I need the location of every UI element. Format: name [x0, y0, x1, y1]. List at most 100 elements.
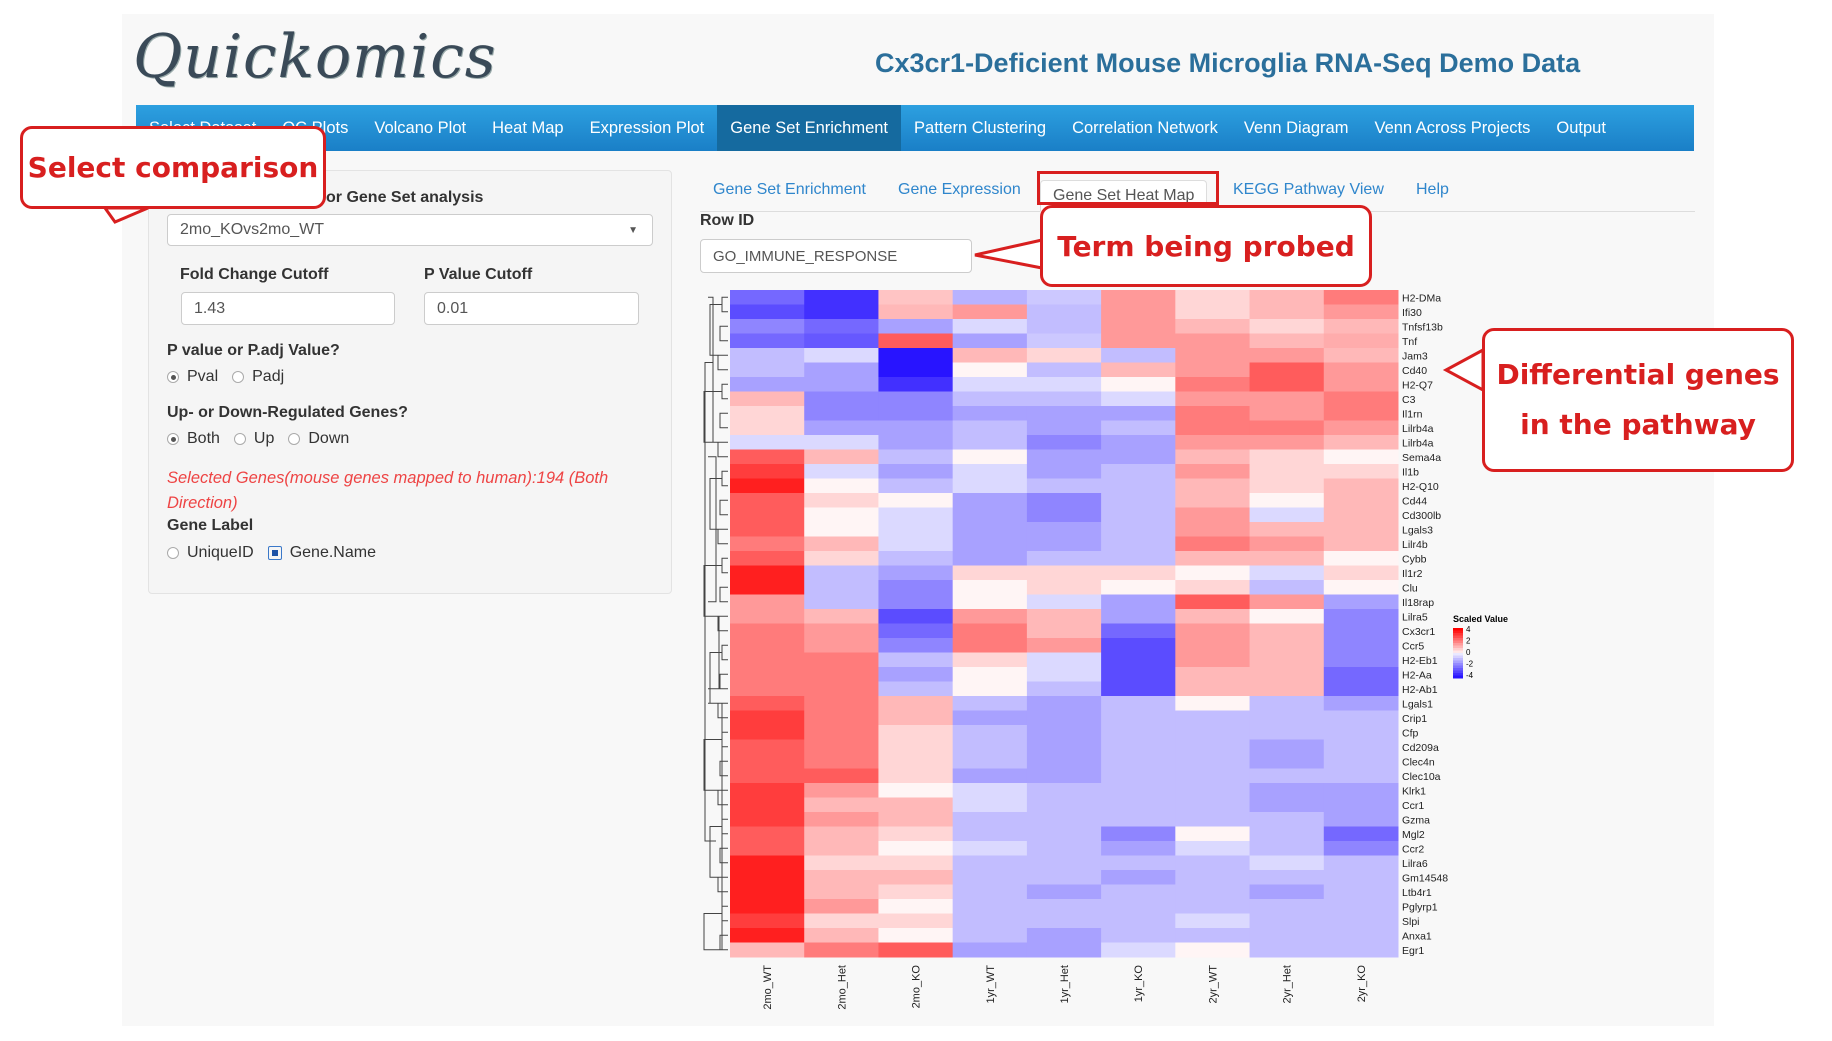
- heatmap-cell: [804, 304, 879, 320]
- row-label: H2-DMa: [1402, 292, 1441, 304]
- row-label: H2-Q10: [1402, 481, 1439, 493]
- heatmap-cell: [804, 377, 879, 392]
- heatmap-cell: [730, 290, 805, 305]
- heatmap-cell: [804, 435, 879, 450]
- fold-change-label: Fold Change Cutoff: [180, 266, 329, 283]
- heatmap-cell: [730, 594, 805, 610]
- heatmap-cell: [1323, 536, 1399, 552]
- project-title: Cx3cr1-Deficient Mouse Microglia RNA-Seq…: [875, 48, 1581, 78]
- nav-expression-plot[interactable]: Expression Plot: [589, 118, 705, 137]
- heatmap-cell: [1026, 783, 1102, 798]
- heatmap-cell: [1323, 652, 1399, 668]
- heatmap-cell: [730, 449, 805, 465]
- comparison-value: 2mo_KOvs2mo_WT: [180, 221, 325, 238]
- column-label: 1yr_KO: [1133, 965, 1145, 1003]
- heatmap-cell: [1249, 319, 1325, 334]
- heatmap-cell: [1175, 899, 1251, 914]
- nav-pattern-clustering[interactable]: Pattern Clustering: [914, 118, 1047, 137]
- heatmap-cell: [952, 797, 1028, 813]
- heatmap-cell: [1101, 348, 1176, 363]
- fold-change-input[interactable]: 1.43: [181, 292, 395, 325]
- heatmap-cell: [730, 493, 805, 508]
- heatmap-cell: [878, 667, 954, 682]
- heatmap-cell: [1026, 609, 1102, 624]
- heatmap-cell: [1101, 319, 1176, 334]
- row-label: Ccr5: [1402, 640, 1424, 652]
- heatmap-cell: [1175, 812, 1251, 827]
- padj-radio[interactable]: [232, 371, 245, 383]
- pvalue-cutoff-input[interactable]: 0.01: [424, 292, 639, 325]
- heatmap-cell: [1323, 551, 1399, 566]
- heatmap-cell: [1101, 565, 1176, 581]
- heatmap-cell: [952, 899, 1028, 914]
- row-label: Pglyrp1: [1402, 901, 1438, 913]
- heatmap-cell: [1101, 464, 1176, 479]
- heatmap-cell: [952, 420, 1028, 436]
- heatmap-cell: [1249, 507, 1325, 523]
- heatmap-cell: [1249, 884, 1325, 900]
- heatmap-cell: [1175, 580, 1251, 595]
- heatmap-cell: [952, 812, 1028, 827]
- up-radio[interactable]: [233, 433, 246, 445]
- row-label: H2-Aa: [1402, 669, 1432, 681]
- tab-gene-set-enrichment[interactable]: Gene Set Enrichment: [713, 181, 866, 198]
- nav-venn-diagram[interactable]: Venn Diagram: [1243, 118, 1349, 137]
- heatmap-cell: [730, 913, 805, 929]
- heatmap-cell: [1249, 348, 1325, 363]
- heatmap-cell: [952, 377, 1028, 392]
- row-label: Mgl2: [1402, 829, 1425, 841]
- heatmap-cell: [1323, 739, 1399, 755]
- heatmap-cell: [1101, 406, 1176, 421]
- pval-radio[interactable]: [167, 371, 179, 383]
- heatmap-cell: [952, 739, 1028, 755]
- heatmap-cell: [1101, 333, 1176, 349]
- heatmap-cell: [804, 493, 879, 508]
- uniqueid-radio[interactable]: [167, 547, 179, 559]
- heatmap-cell: [1175, 609, 1251, 624]
- heatmap-cell: [952, 348, 1028, 363]
- heatmap-cell: [1249, 609, 1325, 624]
- legend-tick: -4: [1466, 671, 1474, 680]
- both-radio[interactable]: [167, 433, 179, 445]
- row-label: Gzma: [1402, 814, 1430, 826]
- legend-swatch: [1453, 633, 1463, 636]
- heatmap-cell: [1249, 899, 1325, 914]
- nav-heat-map[interactable]: Heat Map: [492, 118, 564, 137]
- heatmap-cell: [1323, 522, 1399, 537]
- tab-gene-expression[interactable]: Gene Expression: [898, 181, 1021, 198]
- heatmap-cell: [1026, 855, 1102, 871]
- heatmap-cell: [1249, 696, 1325, 711]
- comparison-select[interactable]: 2mo_KOvs2mo_WT ▼: [167, 214, 653, 246]
- heatmap-cell: [1249, 855, 1325, 871]
- legend-swatch: [1453, 658, 1463, 661]
- heatmap-cell: [1026, 507, 1102, 523]
- tab-kegg-pathway-view[interactable]: KEGG Pathway View: [1233, 181, 1384, 198]
- nav-correlation-network[interactable]: Correlation Network: [1072, 118, 1218, 137]
- heatmap-cell: [730, 319, 805, 334]
- heatmap-cell: [1249, 942, 1325, 958]
- heatmap-cell: [1175, 290, 1251, 305]
- nav-volcano-plot[interactable]: Volcano Plot: [374, 118, 467, 137]
- row-label: Cd40: [1402, 365, 1427, 377]
- direction-label: Up- or Down-Regulated Genes?: [167, 404, 408, 421]
- down-radio[interactable]: [288, 433, 301, 445]
- nav-gene-set-enrichment[interactable]: Gene Set Enrichment: [717, 105, 902, 151]
- heatmap-cell: [1323, 348, 1399, 363]
- nav-venn-across-projects[interactable]: Venn Across Projects: [1374, 118, 1531, 137]
- nav-output[interactable]: Output: [1556, 118, 1606, 137]
- legend-swatch: [1453, 660, 1463, 664]
- heatmap-cell: [1323, 333, 1399, 349]
- heatmap-cell: [1175, 783, 1251, 798]
- genename-checkbox[interactable]: [267, 546, 282, 560]
- heatmap-cell: [1101, 493, 1176, 508]
- heatmap-cell: [1323, 435, 1399, 450]
- heatmap-cell: [1323, 565, 1399, 581]
- heatmap-cell: [1026, 449, 1102, 465]
- heatmap-cell: [878, 710, 954, 726]
- row-label: Egr1: [1402, 945, 1424, 957]
- tab-help[interactable]: Help: [1416, 181, 1449, 198]
- heatmap-cell: [1249, 478, 1325, 494]
- heatmap-cell: [1175, 696, 1251, 711]
- row-label: Ltb4r1: [1402, 887, 1432, 899]
- row-id-input[interactable]: GO_IMMUNE_RESPONSE: [700, 239, 972, 273]
